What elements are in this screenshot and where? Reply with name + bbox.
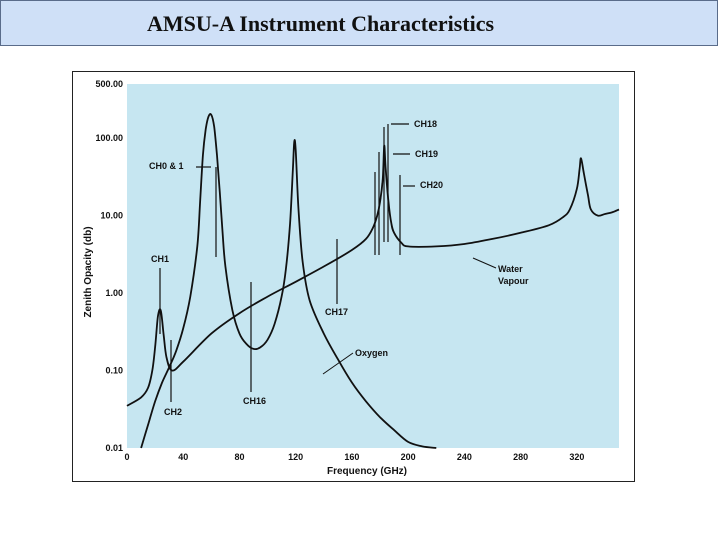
x-tick-label: 40 — [178, 452, 188, 462]
title-bar: AMSU-A Instrument Characteristics — [0, 0, 718, 46]
y-tick-label: 1.00 — [105, 288, 123, 298]
y-axis-title: Zenith Opacity (db) — [83, 226, 94, 317]
water-vapour-curve — [126, 144, 620, 407]
x-tick-label: 320 — [569, 452, 584, 462]
x-tick-label: 200 — [401, 452, 416, 462]
oxygen-curve — [140, 113, 437, 449]
curves — [126, 113, 620, 449]
channel-label: CH16 — [243, 396, 266, 406]
x-tick-label: 120 — [288, 452, 303, 462]
opacity-chart: 0.01 0.10 1.00 10.00 100.00 500.00 0 40 80 120 16… — [83, 79, 620, 477]
oxygen-leader — [322, 352, 354, 375]
x-axis-title: Frequency (GHz) — [327, 466, 407, 477]
chart-figure: 0.01 0.10 1.00 10.00 100.00 500.00 0 40 80 120 16… — [72, 71, 635, 482]
y-tick-label: 500.00 — [95, 79, 123, 89]
channel-label: CH18 — [414, 119, 437, 129]
channel-label: CH20 — [420, 180, 443, 190]
y-axis: 0.01 0.10 1.00 10.00 100.00 500.00 — [95, 79, 123, 453]
slide-title: AMSU-A Instrument Characteristics — [147, 11, 495, 36]
channel-label: CH1 — [151, 254, 169, 264]
y-tick-label: 0.10 — [105, 366, 123, 376]
oxygen-label: Oxygen — [355, 348, 388, 358]
vapour-label: Vapour — [498, 276, 529, 286]
channel-label: CH2 — [164, 407, 182, 417]
channel-label: CH19 — [415, 149, 438, 159]
channel-label: CH17 — [325, 307, 348, 317]
x-tick-label: 160 — [344, 452, 359, 462]
y-tick-label: 100.00 — [95, 133, 123, 143]
x-axis: 0 40 80 120 160 200 240 280 320 — [124, 452, 584, 462]
x-tick-label: 0 — [124, 452, 129, 462]
water-leader — [472, 257, 497, 269]
x-tick-label: 80 — [234, 452, 244, 462]
water-label: Water — [498, 264, 523, 274]
channel-label: CH0 & 1 — [149, 161, 184, 171]
y-tick-label: 0.01 — [105, 443, 123, 453]
y-tick-label: 10.00 — [100, 211, 123, 221]
plot-area — [127, 84, 619, 448]
channel-markers: CH0 & 1 CH1 CH2 CH16 CH17 CH18 CH19 CH20 — [149, 119, 443, 417]
x-tick-label: 240 — [457, 452, 472, 462]
x-tick-label: 280 — [513, 452, 528, 462]
